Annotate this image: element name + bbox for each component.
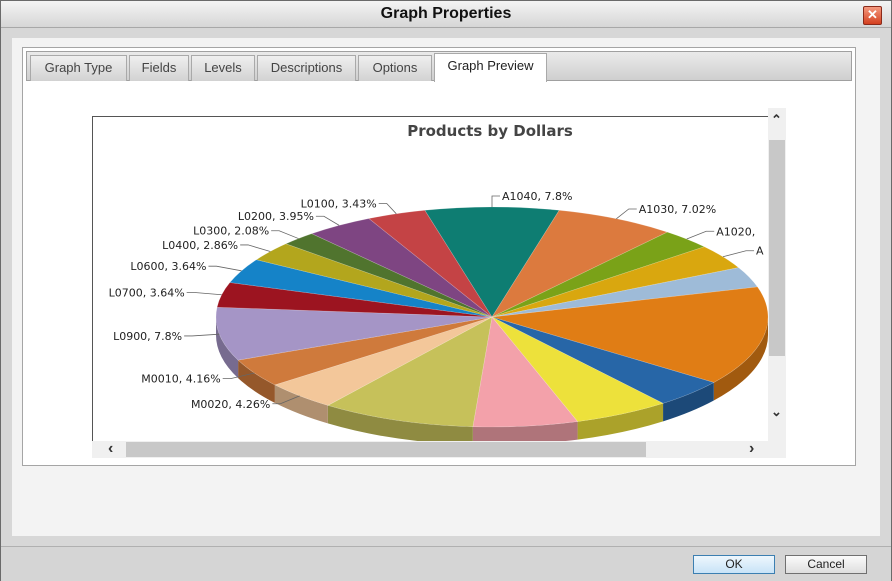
tab-options[interactable]: Options bbox=[358, 55, 432, 81]
pie-leader-line-16 bbox=[271, 230, 299, 239]
close-icon[interactable]: ✕ bbox=[863, 6, 882, 25]
tab-graph-preview[interactable]: Graph Preview bbox=[434, 53, 547, 82]
pie-slice-side-5 bbox=[713, 317, 768, 401]
pie-slice-label-15: L0400, 2.86% bbox=[162, 239, 238, 252]
pie-slice-label-12: L0900, 7.8% bbox=[113, 330, 182, 343]
tab-strip: Graph Type Fields Levels Descriptions Op… bbox=[26, 51, 852, 82]
pie-slice-side-9 bbox=[327, 405, 473, 441]
chart-area: Products by Dollars A1040, 7.8% A1030, 7.… bbox=[92, 108, 768, 441]
cancel-button[interactable]: Cancel bbox=[785, 555, 867, 574]
title-bar: Graph Properties ✕ bbox=[1, 1, 891, 28]
pie-leader-line-10 bbox=[272, 395, 300, 405]
pie-slice-6[interactable] bbox=[491, 316, 715, 404]
pie-slice-3[interactable] bbox=[491, 246, 740, 318]
pie-leader-line-18 bbox=[378, 203, 397, 215]
scroll-down-icon[interactable]: ⌄ bbox=[771, 404, 782, 419]
pie-chart: Products by Dollars A1040, 7.8% A1030, 7.… bbox=[92, 116, 768, 441]
dialog-footer: OK Cancel bbox=[1, 546, 891, 581]
pie-slice-0[interactable] bbox=[424, 206, 560, 318]
pie-leader-line-17 bbox=[315, 215, 340, 226]
pie-slice-7[interactable] bbox=[491, 316, 664, 422]
pie-leader-line-12 bbox=[184, 333, 220, 337]
dialog-title: Graph Properties bbox=[380, 5, 512, 22]
dialog-content: Graph Type Fields Levels Descriptions Op… bbox=[12, 38, 880, 536]
scroll-right-icon[interactable]: › bbox=[749, 440, 755, 457]
vertical-scrollbar[interactable]: ⌃ ⌄ bbox=[768, 108, 786, 441]
pie-slice-label-14: L0600, 3.64% bbox=[130, 260, 206, 273]
tab-panel: Graph Type Fields Levels Descriptions Op… bbox=[22, 47, 856, 466]
scroll-up-icon[interactable]: ⌃ bbox=[771, 112, 782, 127]
pie-leader-line-1 bbox=[616, 208, 637, 220]
pie-slice-side-12 bbox=[216, 317, 239, 379]
pie-slice-label-10: M0020, 4.26% bbox=[191, 398, 270, 411]
tab-levels[interactable]: Levels bbox=[191, 55, 255, 81]
pie-slice-label-11: M0010, 4.16% bbox=[141, 373, 220, 386]
pie-slice-14[interactable] bbox=[229, 259, 493, 318]
pie-leader-line-15 bbox=[240, 244, 271, 252]
pie-slice-side-10 bbox=[274, 384, 328, 424]
pie-slice-label-16: L0300, 2.08% bbox=[193, 225, 269, 238]
pie-slice-4[interactable] bbox=[491, 267, 759, 318]
pie-slice-5[interactable] bbox=[491, 286, 768, 383]
pie-slice-label-2: A1020, bbox=[716, 225, 755, 238]
pie-slice-label-13: L0700, 3.64% bbox=[109, 287, 185, 300]
pie-slice-label-17: L0200, 3.95% bbox=[238, 210, 314, 223]
horizontal-scrollbar[interactable]: ‹ › bbox=[92, 440, 786, 458]
pie-slice-label-0: A1040, 7.8% bbox=[502, 190, 572, 203]
pie-slice-label-3: A bbox=[756, 245, 764, 258]
pie-leader-line-14 bbox=[208, 265, 242, 272]
pie-leader-line-3 bbox=[722, 250, 755, 258]
pie-slice-9[interactable] bbox=[327, 316, 493, 428]
pie-slice-label-18: L0100, 3.43% bbox=[301, 198, 377, 211]
vertical-scroll-thumb[interactable] bbox=[769, 140, 785, 356]
pie-leader-line-13 bbox=[186, 292, 222, 296]
chart-title: Products by Dollars bbox=[407, 122, 573, 140]
graph-preview-pane: Products by Dollars A1040, 7.8% A1030, 7.… bbox=[92, 108, 786, 458]
tab-fields[interactable]: Fields bbox=[129, 55, 189, 81]
pie-slice-13[interactable] bbox=[216, 282, 493, 318]
pie-slice-1[interactable] bbox=[491, 209, 669, 318]
horizontal-scroll-thumb[interactable] bbox=[126, 442, 646, 457]
pie-slice-15[interactable] bbox=[255, 243, 493, 318]
tab-descriptions[interactable]: Descriptions bbox=[257, 55, 356, 81]
pie-slice-side-6 bbox=[663, 382, 714, 422]
pie-slice-16[interactable] bbox=[285, 233, 493, 318]
pie-leader-line-0 bbox=[491, 195, 500, 207]
scroll-left-icon[interactable]: ‹ bbox=[108, 440, 114, 457]
pie-leader-line-11 bbox=[222, 372, 255, 379]
tab-graph-type[interactable]: Graph Type bbox=[30, 55, 127, 81]
pie-slice-side-11 bbox=[238, 360, 275, 403]
pie-slice-side-7 bbox=[577, 403, 664, 440]
pie-slice-18[interactable] bbox=[368, 209, 493, 318]
pie-slice-8[interactable] bbox=[472, 316, 579, 428]
pie-slice-label-1: A1030, 7.02% bbox=[639, 203, 716, 216]
pie-slice-side-8 bbox=[472, 421, 578, 441]
ok-button[interactable]: OK bbox=[693, 555, 775, 574]
pie-leader-line-2 bbox=[686, 230, 715, 240]
pie-slice-17[interactable] bbox=[311, 218, 493, 318]
